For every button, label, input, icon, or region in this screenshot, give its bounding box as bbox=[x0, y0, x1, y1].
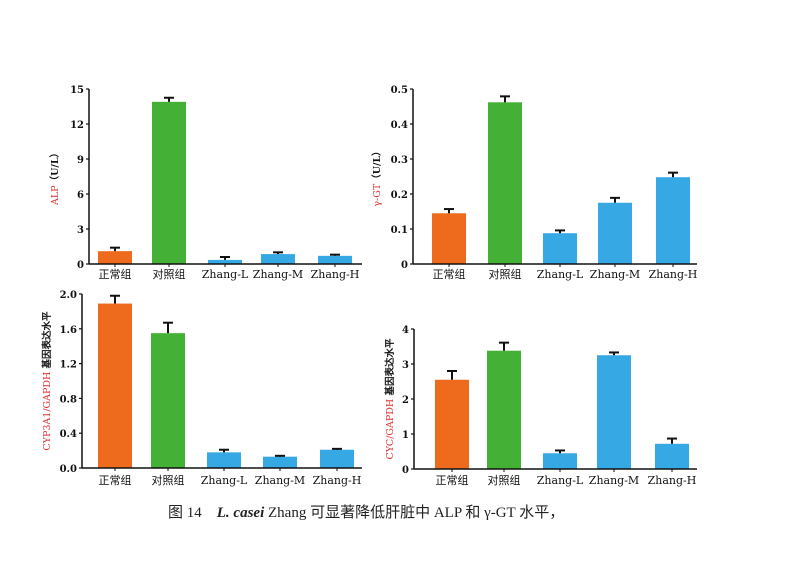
x-tick-label: 正常组 bbox=[99, 473, 132, 487]
y-tick-label: 1.6 bbox=[60, 325, 77, 336]
y-axis-label-black: 基因表达水平 bbox=[384, 338, 396, 399]
x-tick-label: Zhang-L bbox=[201, 474, 248, 487]
y-axis-label: CYP3A1/GAPDH 基因表达水平 bbox=[41, 311, 53, 451]
bar-1 bbox=[98, 251, 132, 264]
y-axis-label: γ-GT（U/L） bbox=[371, 146, 383, 206]
y-tick-label: 12 bbox=[70, 120, 84, 131]
y-tick-label: 1 bbox=[402, 430, 409, 441]
x-tick-label: 对照组 bbox=[489, 267, 522, 281]
y-tick-label: 0.8 bbox=[60, 394, 77, 405]
bar-2 bbox=[152, 101, 186, 264]
y-tick-label: 2 bbox=[402, 395, 409, 406]
x-tick-label: Zhang-L bbox=[537, 268, 584, 281]
bar-5 bbox=[318, 255, 352, 264]
y-tick-label: 0.0 bbox=[60, 464, 77, 475]
y-axis-label-black: 基因表达水平 bbox=[41, 311, 53, 372]
x-tick-label: Zhang-H bbox=[648, 474, 697, 487]
caption-text: Zhang 可显著降低肝脏中 ALP 和 γ-GT 水平， bbox=[264, 505, 565, 521]
chart-panel-2: 0 0.1 0.2 0.3 0.4 0.5 正常组 对照组 Zhang-L Zhang-M Zhan… bbox=[371, 85, 697, 281]
bar-1 bbox=[435, 379, 469, 469]
x-tick-label: Zhang-M bbox=[590, 268, 640, 281]
bar-1 bbox=[98, 303, 132, 468]
y-axis-label-black: （U/L） bbox=[371, 146, 383, 183]
bar-3 bbox=[543, 453, 577, 469]
x-tick-label: 正常组 bbox=[436, 473, 469, 487]
y-axis-label-red: CYP3A1/GAPDH bbox=[42, 372, 53, 451]
caption-prefix: 图 14 bbox=[168, 505, 202, 521]
bar-5 bbox=[655, 443, 689, 469]
y-tick-label: 1.2 bbox=[60, 360, 77, 371]
y-tick-label: 6 bbox=[77, 190, 84, 201]
x-tick-label: Zhang-L bbox=[202, 268, 249, 281]
x-tick-label: Zhang-H bbox=[313, 474, 362, 487]
y-axis-label: CYC/GAPDH 基因表达水平 bbox=[384, 338, 396, 459]
y-tick-label: 0.3 bbox=[391, 155, 408, 166]
bar-4 bbox=[597, 355, 631, 469]
y-tick-label: 0.2 bbox=[391, 190, 408, 201]
x-tick-label: Zhang-M bbox=[255, 474, 305, 487]
x-tick-label: 正常组 bbox=[99, 267, 132, 281]
y-tick-label: 0.5 bbox=[391, 85, 408, 96]
x-tick-label: Zhang-H bbox=[649, 268, 698, 281]
x-tick-label: Zhang-M bbox=[589, 474, 639, 487]
y-tick-label: 15 bbox=[70, 85, 84, 96]
y-tick-label: 4 bbox=[402, 325, 409, 336]
y-axis-label: ALP（U/L） bbox=[49, 148, 61, 206]
x-tick-label: 对照组 bbox=[152, 473, 185, 487]
bar-2 bbox=[487, 350, 521, 469]
bar-3 bbox=[208, 259, 242, 264]
bar-4 bbox=[263, 456, 297, 468]
y-tick-label: 3 bbox=[402, 360, 409, 371]
y-tick-label: 0.4 bbox=[391, 120, 408, 131]
y-axis-label-black: （U/L） bbox=[49, 148, 61, 185]
y-axis-label-red: ALP bbox=[50, 185, 61, 206]
y-tick-label: 0 bbox=[402, 465, 409, 476]
bar-3 bbox=[207, 452, 241, 468]
y-tick-label: 2.0 bbox=[60, 290, 77, 301]
bar-1 bbox=[432, 213, 466, 264]
y-axis-label-red: CYC/GAPDH bbox=[385, 399, 396, 460]
bar-4 bbox=[261, 254, 295, 264]
x-tick-label: 对照组 bbox=[488, 473, 521, 487]
y-tick-label: 0 bbox=[401, 260, 408, 271]
y-axis-label-red: γ-GT bbox=[372, 183, 383, 206]
x-tick-label: 对照组 bbox=[153, 267, 186, 281]
figure-caption: 图 14 L. casei Zhang 可显著降低肝脏中 ALP 和 γ-GT … bbox=[168, 501, 564, 522]
y-tick-label: 9 bbox=[77, 155, 84, 166]
caption-species: L. casei bbox=[216, 505, 265, 521]
x-tick-label: Zhang-M bbox=[253, 268, 303, 281]
bar-5 bbox=[320, 449, 354, 468]
x-tick-label: Zhang-H bbox=[311, 268, 360, 281]
chart-panel-1: 0 3 6 9 12 15 正常组 对照组 Zhang-L Zhang-M Zhang-H ALP（U… bbox=[49, 85, 362, 281]
y-tick-label: 0.1 bbox=[391, 225, 408, 236]
bar-2 bbox=[151, 333, 185, 468]
bar-4 bbox=[598, 202, 632, 264]
y-tick-label: 3 bbox=[77, 225, 84, 236]
bar-5 bbox=[656, 177, 690, 264]
x-tick-label: Zhang-L bbox=[537, 474, 584, 487]
bar-3 bbox=[543, 233, 577, 264]
y-tick-label: 0.4 bbox=[60, 429, 77, 440]
y-tick-label: 0 bbox=[77, 260, 84, 271]
chart-panel-4: 0 1 2 3 4 正常组 对照组 Zhang-L Zhang-M Zhang-H CYC/GAPD… bbox=[384, 325, 697, 487]
bar-2 bbox=[488, 102, 522, 264]
x-tick-label: 正常组 bbox=[433, 267, 466, 281]
chart-panel-3: 0.0 0.4 0.8 1.2 1.6 2.0 正常组 对照组 Zhang-L Zhang-M Zh… bbox=[41, 290, 362, 487]
